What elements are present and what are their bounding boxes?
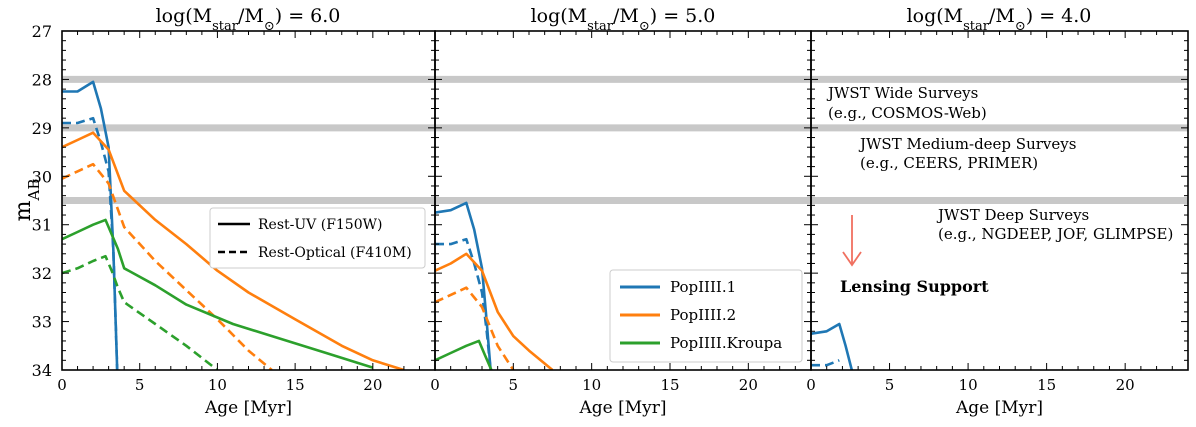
x-tick-label-2-15: 15 — [660, 376, 679, 394]
x-tick-label-3-10: 10 — [959, 376, 978, 394]
y-tick-label-29: 29 — [32, 119, 52, 138]
legend-popiiikroupa-label: PopIIII.Kroupa — [670, 334, 782, 352]
annotation-medium-surveys: JWST Medium-deep Surveys — [858, 135, 1076, 153]
series-line-3-2 — [811, 359, 840, 367]
annotation-medium-examples: (e.g., CEERS, PRIMER) — [860, 154, 1038, 172]
annotation-wide-surveys: JWST Wide Surveys — [826, 84, 978, 102]
lensing-arrow — [842, 215, 862, 267]
annotation-wide-examples: (e.g., COSMOS-Web) — [828, 104, 987, 122]
annotation-lensing: Lensing Support — [840, 277, 989, 296]
y-tick-label-32: 32 — [32, 264, 52, 283]
y-tick-label-33: 33 — [32, 313, 52, 332]
series-line-1-3 — [62, 131, 405, 370]
series-line-2-3 — [435, 252, 554, 370]
legend-popiii2-label: PopIIII.2 — [670, 306, 736, 324]
panel-title-3: log(Mstar/M⊙) = 4.0 — [907, 5, 1092, 34]
x-tick-label-1-0: 0 — [57, 376, 67, 394]
x-tick-label-2-0: 0 — [430, 376, 440, 394]
y-tick-label-34: 34 — [32, 361, 52, 380]
y-tick-label-28: 28 — [32, 70, 52, 89]
legend-solid-label: Rest-UV (F150W) — [258, 217, 382, 233]
panel-title-2: log(Mstar/M⊙) = 5.0 — [531, 5, 716, 34]
series-line-1-1 — [62, 80, 119, 370]
x-tick-label-1-20: 20 — [363, 376, 382, 394]
x-tick-label-1-15: 15 — [286, 376, 305, 394]
series-line-1-4 — [62, 162, 273, 370]
x-axis-label-3: Age [Myr] — [955, 398, 1043, 418]
linestyle-legend: Rest-UV (F150W) Rest-Optical (F410M) — [209, 207, 426, 269]
y-tick-label-31: 31 — [32, 216, 52, 235]
y-tick-label-30: 30 — [32, 167, 52, 186]
x-tick-label-1-5: 5 — [135, 376, 145, 394]
annotation-deep-surveys: JWST Deep Surveys — [936, 206, 1089, 224]
series-legend: PopIIII.1 PopIIII.2 PopIIII.Kroupa — [609, 269, 803, 363]
x-tick-label-3-15: 15 — [1037, 376, 1056, 394]
annotation-deep-examples: (e.g., NGDEEP, JOF, GLIMPSE) — [938, 225, 1173, 243]
series-line-1-6 — [62, 254, 219, 370]
y-axis-label: mAB — [11, 179, 43, 222]
x-tick-label-3-0: 0 — [806, 376, 816, 394]
survey-annotations: JWST Wide Surveys (e.g., COSMOS-Web) JWS… — [826, 84, 1173, 243]
lensing-arrow-head — [842, 251, 862, 267]
x-axis-label-2: Age [Myr] — [578, 398, 666, 418]
series-line-2-5 — [435, 339, 493, 370]
x-tick-label-2-10: 10 — [582, 376, 601, 394]
x-tick-label-3-5: 5 — [885, 376, 895, 394]
series-legend-box — [609, 269, 803, 363]
legend-dashed-label: Rest-Optical (F410M) — [258, 245, 412, 261]
panel-title-1: log(Mstar/M⊙) = 6.0 — [156, 5, 341, 34]
x-tick-label-1-10: 10 — [208, 376, 227, 394]
x-tick-label-2-5: 5 — [509, 376, 519, 394]
series-line-2-1 — [435, 201, 492, 370]
x-tick-label-3-20: 20 — [1116, 376, 1135, 394]
x-tick-label-2-20: 20 — [739, 376, 758, 394]
y-tick-label-27: 27 — [32, 22, 52, 41]
series-line-3-1 — [811, 322, 854, 370]
series-line-2-6 — [435, 380, 479, 395]
legend-popiii1-label: PopIIII.1 — [670, 278, 736, 296]
x-axis-label-1: Age [Myr] — [204, 398, 292, 418]
linestyle-legend-box — [209, 207, 426, 269]
series-line-1-5 — [62, 218, 374, 369]
series-line-2-4 — [435, 286, 515, 370]
